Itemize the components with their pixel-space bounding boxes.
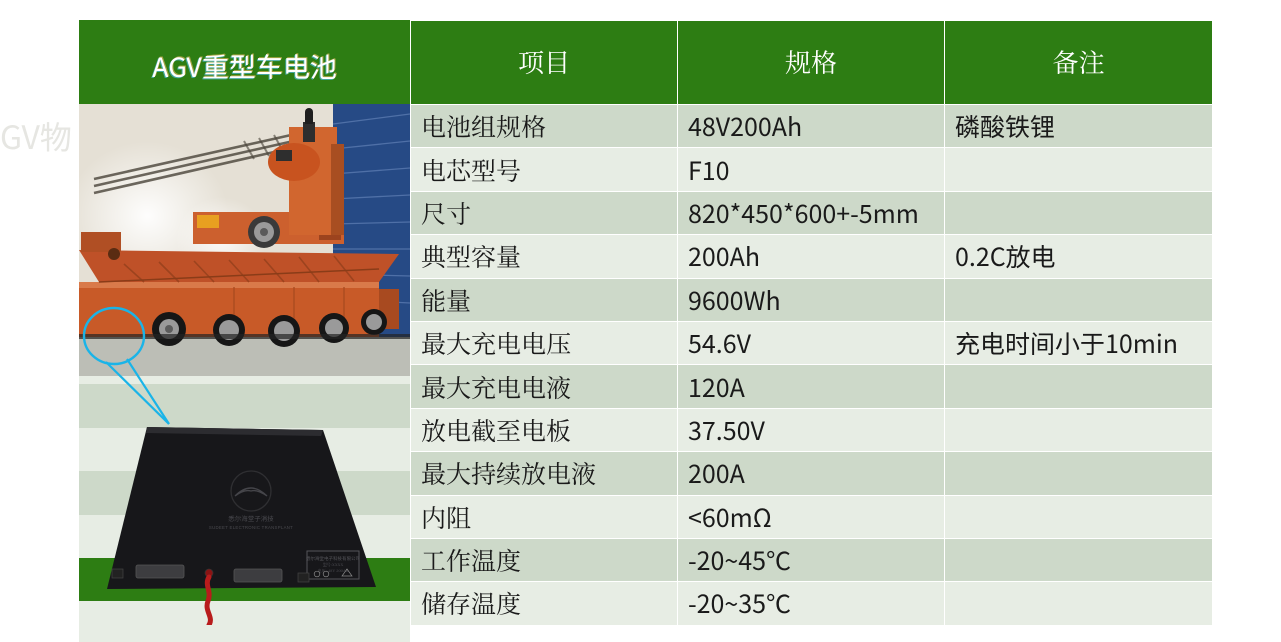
svg-text:悉尔海堂电子科技有限公司: 悉尔海堂电子科技有限公司 xyxy=(306,555,360,562)
svg-text:SUDEET ELECTRONIC TRANSPLANT: SUDEET ELECTRONIC TRANSPLANT xyxy=(209,525,293,530)
svg-text:悉尔海堂子消技: 悉尔海堂子消技 xyxy=(228,513,274,523)
